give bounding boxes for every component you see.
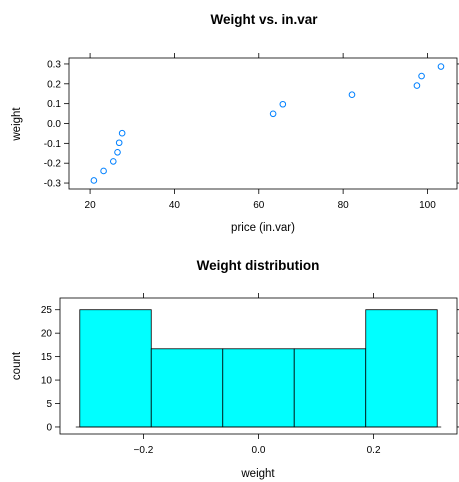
histogram-title: Weight distribution xyxy=(197,258,320,273)
scatter-x-tick-label: 40 xyxy=(169,200,181,211)
scatter-point xyxy=(279,100,287,108)
histogram-y-tick-label: 0 xyxy=(46,422,52,433)
histogram-x-tick-label: 0.2 xyxy=(367,445,381,456)
scatter-plot-frame xyxy=(68,57,458,190)
histogram-y-tick-label: 20 xyxy=(41,329,53,340)
scatter-points xyxy=(90,63,445,184)
scatter-title: Weight vs. in.var xyxy=(210,12,318,27)
histogram-y-tick-label: 10 xyxy=(41,376,53,387)
histogram-y-axis-label: count xyxy=(11,351,23,380)
scatter-y-tick-label: 0.1 xyxy=(47,99,61,110)
scatter-x-axis-label: price (in.var) xyxy=(231,222,295,234)
scatter-y-tick-label: -0.3 xyxy=(44,179,62,190)
scatter-x-tick-label: 100 xyxy=(419,200,436,211)
histogram-bar xyxy=(150,348,224,428)
scatter-x-tick-label: 60 xyxy=(253,200,265,211)
histogram-x-tick-label: −0.2 xyxy=(134,445,154,456)
histogram-x-axis-label: weight xyxy=(240,468,275,480)
scatter-point xyxy=(114,148,121,156)
scatter-x-tick-label: 80 xyxy=(338,200,350,211)
scatter-point xyxy=(115,139,123,147)
scatter-point xyxy=(100,167,107,175)
scatter-y-tick-label: 0.0 xyxy=(47,119,61,130)
histogram-y-tick-label: 5 xyxy=(46,399,52,410)
scatter-y-tick-label: -0.2 xyxy=(44,159,62,170)
histogram-y-tick-label: 15 xyxy=(41,352,53,363)
scatter-point xyxy=(437,63,445,70)
histogram-x-ticks: −0.2 0.0 0.2 xyxy=(134,293,381,456)
histogram-y-ticks: 0 5 10 15 20 25 xyxy=(41,305,459,433)
histogram-bar xyxy=(293,348,367,428)
histogram-y-tick-label: 25 xyxy=(41,305,53,316)
scatter-point xyxy=(109,158,117,165)
histogram-bar xyxy=(222,348,295,428)
scatter-y-tick-label: 0.2 xyxy=(47,79,61,90)
scatter-point xyxy=(118,129,126,137)
scatter-y-axis-label: weight xyxy=(11,107,23,142)
scatter-y-ticks: -0.3 -0.2 -0.1 0.0 0.1 0.2 0.3 xyxy=(44,59,459,190)
histogram-bar xyxy=(365,309,438,428)
scatter-point xyxy=(348,91,356,99)
scatter-y-tick-label: -0.1 xyxy=(44,139,62,150)
scatter-point xyxy=(413,82,421,89)
scatter-point xyxy=(90,177,98,184)
scatter-point xyxy=(269,110,277,118)
histogram-panel: Weight distribution −0.2 0.0 0.2 0 5 10 15 20 2… xyxy=(11,258,459,480)
scatter-x-ticks: 20 40 60 80 100 xyxy=(85,53,436,211)
scatter-panel: Weight vs. in.var 20 40 60 80 100 -0.3-0.2-0… xyxy=(11,12,459,234)
histogram-bar xyxy=(79,309,152,428)
scatter-x-tick-label: 20 xyxy=(85,200,97,211)
histogram-x-tick-label: 0.0 xyxy=(252,445,266,456)
scatter-y-tick-label: 0.3 xyxy=(47,59,61,70)
histogram-bars xyxy=(79,309,438,428)
scatter-point xyxy=(418,72,425,80)
